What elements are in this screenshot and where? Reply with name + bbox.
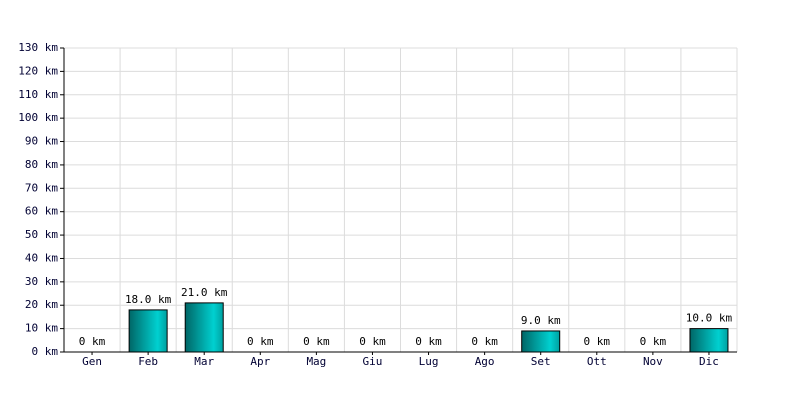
bar <box>184 302 224 353</box>
x-tick-label: Dic <box>699 355 719 368</box>
x-tick-label: Ott <box>587 355 607 368</box>
x-tick-label: Mag <box>306 355 326 368</box>
value-label: 10.0 km <box>686 312 733 325</box>
y-tick-label: 80 km <box>25 158 58 171</box>
y-tick-label: 60 km <box>25 205 58 218</box>
y-tick-label: 110 km <box>18 88 58 101</box>
x-tick-label: Gen <box>82 355 102 368</box>
y-tick-label: 100 km <box>18 111 58 124</box>
value-label: 0 km <box>247 335 274 348</box>
y-tick-label: 130 km <box>18 41 58 54</box>
value-label: 0 km <box>640 335 667 348</box>
y-tick-label: 70 km <box>25 181 58 194</box>
x-tick-label: Giu <box>363 355 383 368</box>
value-label: 21.0 km <box>181 286 228 299</box>
x-tick-label: Nov <box>643 355 663 368</box>
x-tick-label: Feb <box>138 355 158 368</box>
value-label: 0 km <box>584 335 611 348</box>
value-label: 18.0 km <box>125 293 172 306</box>
value-label: 0 km <box>79 335 106 348</box>
bar <box>521 330 561 353</box>
y-tick-label: 20 km <box>25 298 58 311</box>
value-label: 0 km <box>415 335 442 348</box>
x-tick-label: Ago <box>475 355 495 368</box>
value-label: 0 km <box>471 335 498 348</box>
y-tick-label: 10 km <box>25 322 58 335</box>
x-tick-label: Apr <box>250 355 270 368</box>
y-tick-label: 50 km <box>25 228 58 241</box>
x-tick-label: Set <box>531 355 551 368</box>
y-tick-label: 90 km <box>25 135 58 148</box>
value-label: 9.0 km <box>521 314 561 327</box>
value-label: 0 km <box>303 335 330 348</box>
y-tick-label: 120 km <box>18 64 58 77</box>
y-tick-label: 0 km <box>32 345 59 358</box>
y-tick-label: 30 km <box>25 275 58 288</box>
bar <box>689 328 729 353</box>
x-tick-label: Mar <box>194 355 214 368</box>
x-tick-label: Lug <box>419 355 439 368</box>
value-label: 0 km <box>359 335 386 348</box>
bar <box>128 309 168 353</box>
y-tick-label: 40 km <box>25 251 58 264</box>
